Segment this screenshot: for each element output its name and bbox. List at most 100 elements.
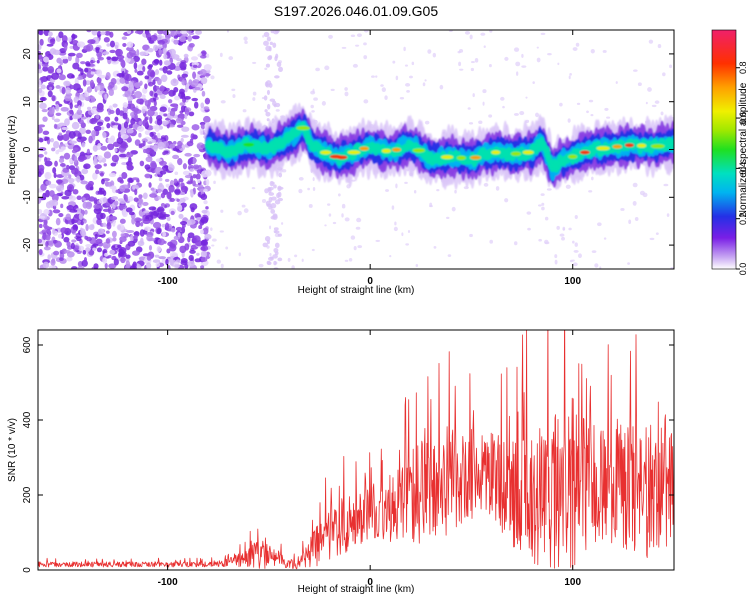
colorbar-tick-label: 0.6 bbox=[738, 112, 748, 125]
noise-blob bbox=[429, 202, 433, 208]
noise-blob bbox=[125, 207, 133, 213]
noise-blob bbox=[68, 195, 77, 202]
colorbar-tick-label: 0.0 bbox=[738, 263, 748, 276]
noise-blob bbox=[200, 77, 208, 85]
noise-blob bbox=[55, 104, 60, 112]
noise-blob bbox=[124, 90, 131, 98]
noise-blob bbox=[270, 30, 275, 34]
noise-blob bbox=[38, 124, 46, 128]
noise-blob bbox=[502, 105, 505, 109]
noise-blob bbox=[129, 234, 134, 242]
noise-blob bbox=[133, 231, 140, 237]
noise-blob bbox=[77, 100, 82, 108]
noise-blob bbox=[63, 152, 71, 160]
noise-blob bbox=[39, 38, 44, 46]
noise-blob bbox=[88, 196, 96, 202]
noise-blob bbox=[47, 65, 55, 74]
noise-blob bbox=[134, 68, 138, 73]
noise-blob bbox=[180, 221, 188, 226]
noise-blob bbox=[504, 198, 509, 203]
ridge-hotspot bbox=[347, 150, 361, 155]
noise-blob bbox=[413, 189, 417, 194]
noise-blob bbox=[108, 88, 114, 97]
noise-blob bbox=[145, 156, 153, 163]
noise-blob bbox=[85, 244, 92, 248]
noise-blob bbox=[105, 230, 110, 234]
noise-blob bbox=[273, 260, 277, 266]
noise-blob bbox=[126, 229, 135, 234]
noise-blob bbox=[572, 262, 578, 267]
ridge-hotspot bbox=[491, 150, 501, 155]
noise-blob bbox=[127, 240, 136, 247]
noise-blob bbox=[266, 103, 271, 110]
noise-blob bbox=[60, 178, 69, 184]
noise-blob bbox=[80, 221, 84, 226]
noise-blob bbox=[202, 227, 209, 235]
noise-blob bbox=[38, 87, 43, 94]
noise-blob bbox=[384, 95, 388, 100]
noise-blob bbox=[169, 197, 176, 202]
noise-blob bbox=[121, 86, 129, 92]
noise-blob bbox=[140, 222, 144, 227]
noise-blob bbox=[170, 210, 175, 216]
noise-blob bbox=[58, 74, 66, 81]
noise-blob bbox=[153, 44, 159, 52]
noise-blob bbox=[200, 257, 208, 262]
noise-blob bbox=[660, 111, 664, 116]
noise-blob bbox=[500, 96, 505, 101]
noise-blob bbox=[85, 247, 91, 252]
noise-blob bbox=[424, 120, 430, 125]
noise-blob bbox=[76, 266, 85, 269]
ridge-hotspot bbox=[381, 148, 392, 153]
noise-blob bbox=[488, 63, 492, 68]
noise-blob bbox=[355, 44, 360, 47]
noise-blob bbox=[71, 74, 75, 79]
noise-blob bbox=[181, 79, 186, 86]
noise-blob bbox=[100, 145, 108, 151]
noise-blob bbox=[195, 173, 201, 180]
noise-blob bbox=[116, 73, 125, 77]
noise-blob bbox=[49, 190, 55, 197]
noise-blob bbox=[271, 196, 277, 201]
noise-blob bbox=[439, 84, 444, 90]
noise-blob bbox=[119, 200, 127, 204]
noise-blob bbox=[154, 254, 160, 258]
noise-blob bbox=[188, 42, 195, 48]
noise-blob bbox=[219, 52, 223, 58]
noise-blob bbox=[39, 96, 47, 102]
noise-blob bbox=[67, 177, 75, 184]
snr-x-ticks: -100 0 100 bbox=[158, 330, 582, 588]
noise-blob bbox=[470, 67, 474, 72]
noise-blob bbox=[51, 199, 59, 207]
ridge-hotspot bbox=[568, 154, 578, 159]
noise-blob bbox=[45, 189, 51, 198]
noise-blob bbox=[190, 56, 199, 61]
noise-blob bbox=[76, 236, 82, 242]
noise-blob bbox=[272, 42, 277, 48]
noise-blob bbox=[126, 46, 134, 52]
noise-blob bbox=[180, 260, 188, 266]
noise-blob bbox=[468, 122, 474, 125]
noise-blob bbox=[291, 265, 295, 269]
noise-blob bbox=[119, 218, 126, 224]
noise-blob bbox=[90, 59, 94, 64]
noise-blob bbox=[251, 187, 256, 190]
noise-blob bbox=[363, 42, 367, 46]
noise-blob bbox=[86, 106, 92, 111]
noise-blob bbox=[597, 222, 602, 227]
noise-blob bbox=[76, 195, 82, 201]
noise-blob bbox=[87, 39, 96, 45]
noise-blob bbox=[324, 65, 330, 71]
noise-blob bbox=[109, 185, 117, 190]
noise-blob bbox=[194, 258, 202, 263]
noise-blob bbox=[58, 132, 63, 136]
noise-blob bbox=[200, 265, 205, 269]
noise-blob bbox=[68, 174, 72, 179]
noise-blob bbox=[157, 206, 165, 213]
noise-blob bbox=[561, 236, 565, 241]
noise-blob bbox=[55, 217, 61, 226]
noise-blob bbox=[155, 85, 160, 90]
snr-xtick-label: 0 bbox=[367, 577, 373, 588]
noise-blob bbox=[298, 188, 303, 194]
